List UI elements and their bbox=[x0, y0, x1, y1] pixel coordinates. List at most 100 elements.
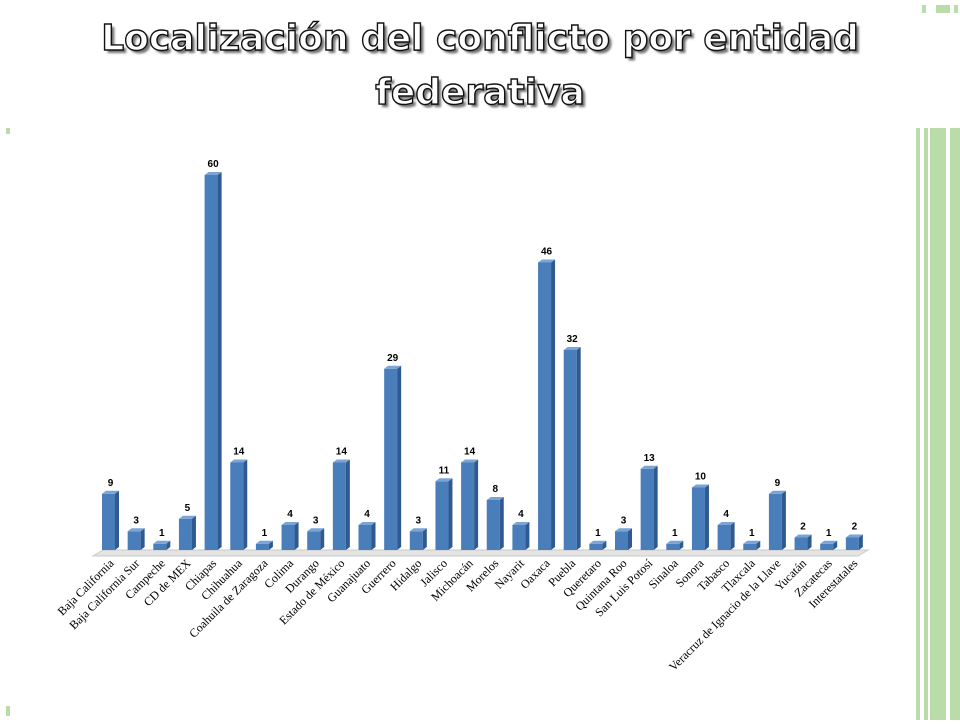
bar-side bbox=[653, 465, 658, 550]
bar-side bbox=[551, 259, 556, 550]
bar-side bbox=[602, 540, 607, 550]
bar-side bbox=[217, 172, 222, 550]
bar bbox=[820, 540, 838, 550]
bar-top bbox=[358, 522, 376, 525]
data-label: 14 bbox=[233, 447, 245, 458]
bar-front bbox=[358, 525, 372, 550]
bar-front bbox=[512, 525, 526, 550]
bar bbox=[461, 459, 479, 550]
bar bbox=[538, 259, 556, 550]
bar-side bbox=[704, 484, 709, 550]
category-tick-label: Sinaloa bbox=[646, 556, 682, 592]
bars-group bbox=[102, 172, 863, 550]
bar-front bbox=[768, 493, 782, 550]
bar-front bbox=[255, 543, 269, 550]
bar-top bbox=[538, 259, 556, 263]
data-label: 4 bbox=[518, 509, 524, 520]
data-label: 3 bbox=[621, 515, 627, 526]
bar-front bbox=[666, 543, 680, 550]
bar bbox=[255, 540, 273, 550]
bar-top bbox=[332, 459, 350, 463]
data-label: 1 bbox=[749, 528, 755, 539]
bar-front bbox=[230, 462, 244, 550]
bar-front bbox=[332, 462, 346, 550]
bar-side bbox=[422, 528, 427, 550]
bar-front bbox=[153, 543, 167, 550]
left-bottom-green-accent bbox=[6, 706, 10, 716]
bar-top bbox=[153, 540, 171, 544]
data-label: 1 bbox=[826, 528, 832, 539]
chart-floor-plane bbox=[91, 549, 870, 557]
bar bbox=[794, 534, 812, 550]
bar-side bbox=[499, 497, 504, 550]
bar-top bbox=[178, 515, 196, 519]
bar-front bbox=[717, 525, 731, 550]
bar-front bbox=[204, 175, 218, 550]
bar-front bbox=[845, 537, 859, 550]
bar-side bbox=[781, 490, 786, 550]
bar-top bbox=[409, 528, 427, 532]
bar-top bbox=[127, 528, 145, 532]
data-label: 14 bbox=[336, 447, 348, 458]
bar-top bbox=[255, 540, 273, 544]
data-label: 9 bbox=[775, 478, 781, 489]
bar bbox=[845, 534, 863, 550]
slide-title: Localización del conflicto por entidad f… bbox=[100, 17, 859, 113]
bar-side bbox=[166, 540, 171, 550]
bar-top bbox=[666, 540, 684, 544]
data-label: 29 bbox=[387, 353, 399, 364]
data-label: 3 bbox=[416, 515, 422, 526]
bar-front bbox=[409, 531, 423, 550]
bar-front bbox=[640, 468, 654, 550]
bar bbox=[640, 465, 658, 550]
category-tick-label: Oaxaca bbox=[517, 556, 553, 592]
bar-side bbox=[448, 478, 453, 550]
data-label: 9 bbox=[108, 478, 114, 489]
bar bbox=[332, 459, 350, 550]
chart-floor bbox=[91, 549, 870, 557]
bar bbox=[384, 365, 402, 550]
bar-front bbox=[102, 493, 115, 550]
bar bbox=[230, 459, 248, 550]
bar-side bbox=[576, 347, 581, 550]
bar-front bbox=[589, 543, 603, 550]
data-label: 4 bbox=[723, 509, 729, 520]
data-label: 5 bbox=[185, 503, 191, 514]
bar-side bbox=[628, 528, 632, 550]
data-label: 46 bbox=[541, 247, 553, 258]
data-label: 4 bbox=[287, 509, 293, 520]
bar-front bbox=[127, 531, 141, 550]
bar bbox=[281, 522, 299, 550]
bar-front bbox=[691, 487, 705, 550]
bar bbox=[204, 172, 222, 550]
bar-top bbox=[845, 534, 863, 538]
bar-side bbox=[320, 528, 325, 550]
left-green-accent bbox=[6, 128, 10, 134]
bar-front bbox=[281, 525, 295, 550]
bar-top bbox=[589, 540, 607, 544]
bar bbox=[409, 528, 427, 550]
bar-side bbox=[730, 522, 735, 550]
bar bbox=[717, 522, 735, 550]
bar-top bbox=[461, 459, 479, 463]
bar-front bbox=[435, 481, 449, 550]
bar-side bbox=[115, 490, 119, 550]
bar bbox=[307, 528, 325, 550]
bar bbox=[127, 528, 145, 550]
data-label: 14 bbox=[464, 447, 476, 458]
bar-side bbox=[756, 540, 761, 550]
bar-front bbox=[178, 518, 192, 550]
bar-side bbox=[140, 528, 145, 550]
bar bbox=[563, 347, 581, 550]
bar-side bbox=[371, 522, 376, 550]
bar bbox=[358, 522, 376, 550]
data-label: 11 bbox=[439, 465, 450, 476]
bar-side bbox=[474, 459, 479, 550]
bar-front bbox=[461, 462, 475, 550]
data-label: 2 bbox=[852, 522, 858, 533]
bar-side bbox=[525, 522, 530, 550]
bar bbox=[512, 522, 530, 550]
bar-side bbox=[833, 540, 838, 550]
data-label: 32 bbox=[567, 334, 579, 345]
